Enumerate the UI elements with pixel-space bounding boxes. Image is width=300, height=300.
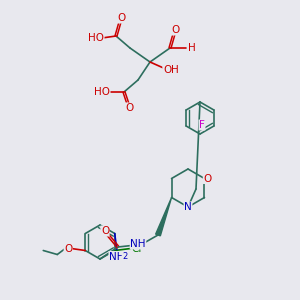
- Text: NH: NH: [109, 251, 124, 262]
- Text: O: O: [171, 25, 179, 35]
- Text: H: H: [188, 43, 196, 53]
- Text: F: F: [199, 120, 205, 130]
- Text: O: O: [117, 13, 125, 23]
- Text: HO: HO: [94, 87, 110, 97]
- Text: O: O: [163, 65, 171, 75]
- Text: Cl: Cl: [131, 244, 142, 254]
- Text: H: H: [171, 65, 179, 75]
- Text: N: N: [184, 202, 192, 212]
- Text: O: O: [64, 244, 72, 254]
- Text: HO: HO: [88, 33, 104, 43]
- Text: O: O: [101, 226, 109, 236]
- Text: NH: NH: [130, 239, 146, 249]
- Text: O: O: [203, 173, 211, 184]
- Polygon shape: [156, 197, 172, 236]
- Text: O: O: [125, 103, 133, 113]
- Text: 2: 2: [122, 252, 127, 261]
